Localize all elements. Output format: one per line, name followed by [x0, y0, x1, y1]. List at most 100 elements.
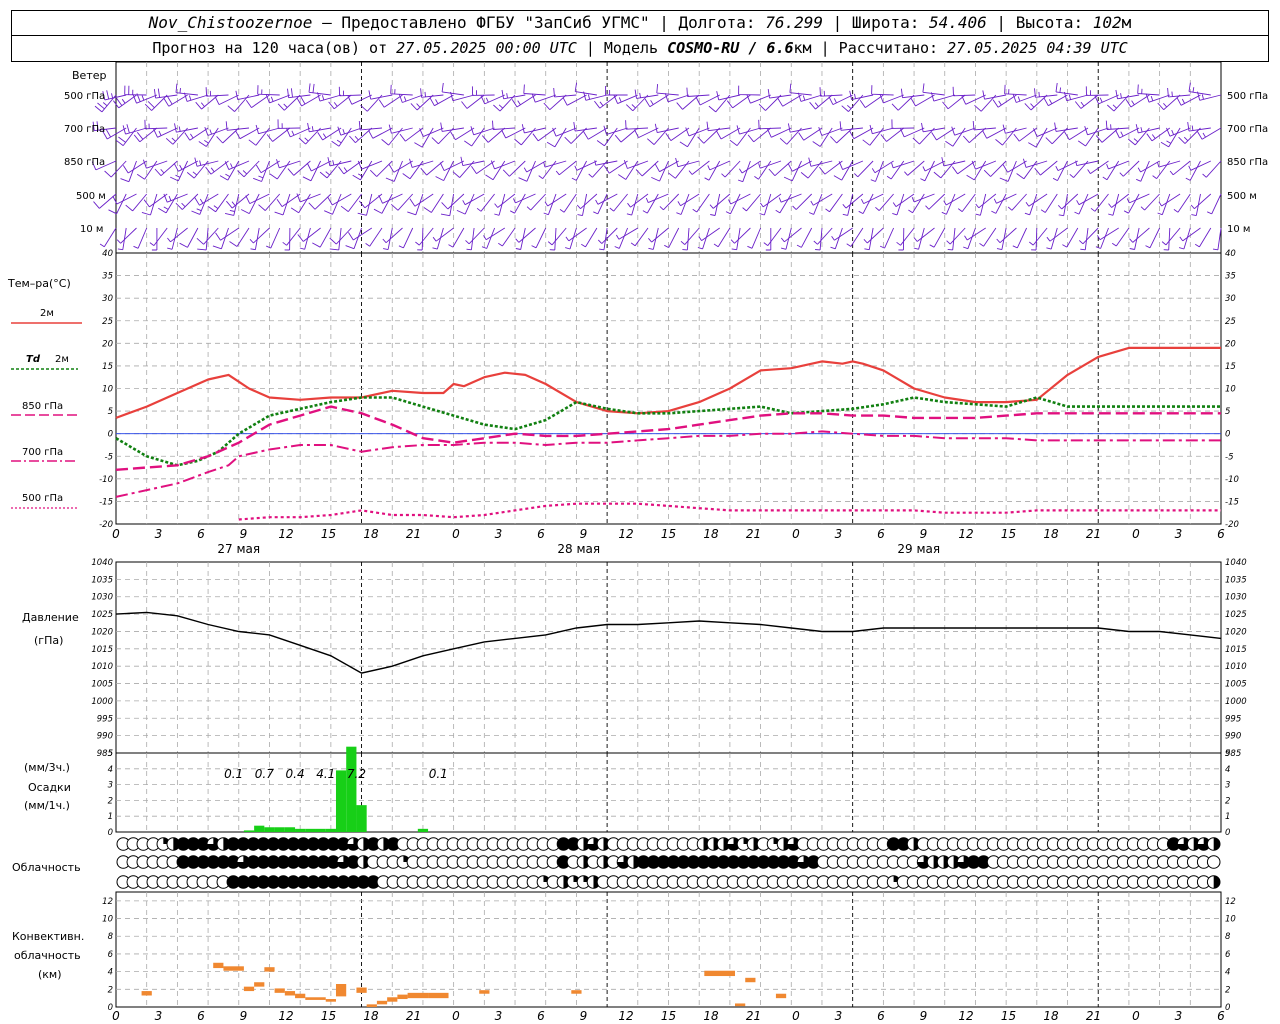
wind-barb — [853, 160, 874, 178]
wind-barb — [668, 160, 690, 179]
wind-barb — [414, 127, 434, 148]
wind-barb — [562, 94, 587, 106]
alt-unit: м — [1121, 13, 1132, 32]
pressure-title-a: Давление — [22, 611, 79, 624]
wind-barb — [898, 227, 905, 251]
wind-barb — [378, 193, 403, 204]
wind-barb — [194, 193, 219, 206]
wind-barb — [331, 127, 352, 147]
wind-barb — [1024, 94, 1048, 111]
wind-barb — [1166, 127, 1191, 137]
wind-barb — [862, 127, 884, 146]
temp-ytick-right: -10 — [1225, 475, 1239, 485]
wind-barb — [1075, 160, 1099, 167]
legend-850-label: 850 гПа — [22, 401, 63, 412]
pressure-ytick-right: 985 — [1225, 749, 1241, 759]
conv-bar — [397, 994, 408, 1000]
wind-barb — [695, 94, 720, 106]
wind-barb — [635, 160, 659, 177]
wind-barb — [287, 88, 311, 99]
wind-barb — [731, 227, 741, 251]
wind-barb — [1187, 122, 1211, 132]
wind-barb — [102, 127, 127, 140]
wind-barb — [830, 127, 854, 144]
conv-xtick: 3 — [835, 1009, 843, 1023]
wind-barb — [797, 92, 823, 102]
conv-xtick: 15 — [661, 1009, 676, 1023]
wind-barb — [706, 121, 730, 132]
conv-bar — [704, 970, 736, 977]
wind-barb — [892, 193, 915, 207]
wind-barb — [1167, 87, 1191, 98]
wind-barb — [116, 227, 137, 244]
wind-barb — [644, 94, 669, 108]
wind-barb — [117, 227, 127, 251]
precip-bar — [284, 827, 296, 832]
wind-barb — [450, 91, 475, 102]
wind-barb — [942, 94, 966, 110]
wind-barb — [1002, 160, 1027, 173]
wind-barb — [913, 227, 935, 242]
wind-barb — [523, 160, 546, 173]
temp-ytick-right: 40 — [1225, 249, 1236, 259]
cloud-cell — [1206, 855, 1221, 869]
wind-barb — [186, 160, 209, 179]
cloud-cell-fill — [347, 837, 360, 851]
conv-bar — [335, 984, 347, 997]
wind-barb — [682, 227, 690, 251]
wind-barb — [849, 127, 874, 140]
wind-barb — [1136, 160, 1150, 182]
wind-barb — [597, 227, 618, 244]
wind-barb — [357, 160, 383, 170]
wind-barb — [654, 123, 679, 134]
wind-barb — [151, 228, 158, 251]
wind-barb — [197, 227, 209, 251]
wind-barb — [167, 227, 188, 243]
conv-ytick-left: 10 — [102, 915, 113, 925]
pressure-ytick-left: 1035 — [91, 575, 113, 585]
wind-barb — [369, 160, 393, 177]
precip-ytick-right: 2 — [1225, 796, 1230, 806]
wind-barb — [911, 193, 935, 203]
wind-level-10m-right: 10 м — [1227, 224, 1250, 235]
conv-bar — [376, 1000, 388, 1005]
temp-ytick-right: 0 — [1225, 430, 1230, 440]
temp-xtick: 3 — [835, 527, 843, 541]
wind-barb — [480, 94, 505, 105]
pressure-ytick-right: 1025 — [1225, 610, 1247, 620]
wind-barb — [235, 90, 260, 101]
wind-barb — [665, 127, 690, 141]
temp-ytick-right: 30 — [1225, 294, 1236, 304]
wind-barb — [142, 159, 168, 169]
wind-barb — [996, 227, 1017, 244]
wind-barb — [963, 227, 976, 250]
wind-barb — [846, 227, 864, 247]
lon-label: Долгота: — [678, 13, 756, 32]
temp-ytick-left: 20 — [102, 339, 113, 349]
wind-barb — [249, 227, 270, 244]
wind-barb — [440, 122, 464, 132]
precip-bar — [305, 828, 316, 832]
cloud-cell-fill — [1213, 837, 1220, 851]
wind-barb — [153, 88, 178, 99]
pressure-ytick-right: 995 — [1225, 714, 1241, 724]
conv-xtick: 3 — [495, 1009, 503, 1023]
wind-barb — [257, 85, 280, 96]
lon-value: 76.299 — [765, 13, 823, 32]
wind-barb — [1126, 193, 1150, 204]
wind-barb — [237, 160, 260, 178]
conv-bar — [366, 1004, 377, 1007]
wind-barb — [849, 90, 874, 101]
conv-ytick-right: 12 — [1225, 897, 1236, 907]
precip-ytick-left: 0 — [108, 828, 113, 838]
wind-barb — [603, 125, 628, 135]
wind-barb — [435, 160, 455, 182]
legend-500-label: 500 гПа — [22, 493, 63, 504]
wind-barb — [983, 160, 1007, 177]
wind-barb — [1202, 160, 1222, 178]
wind-barb — [390, 84, 413, 96]
wind-barb — [971, 160, 997, 170]
pressure-ytick-left: 1000 — [91, 697, 113, 707]
wind-barb — [296, 94, 321, 107]
wind-barb — [191, 193, 209, 215]
